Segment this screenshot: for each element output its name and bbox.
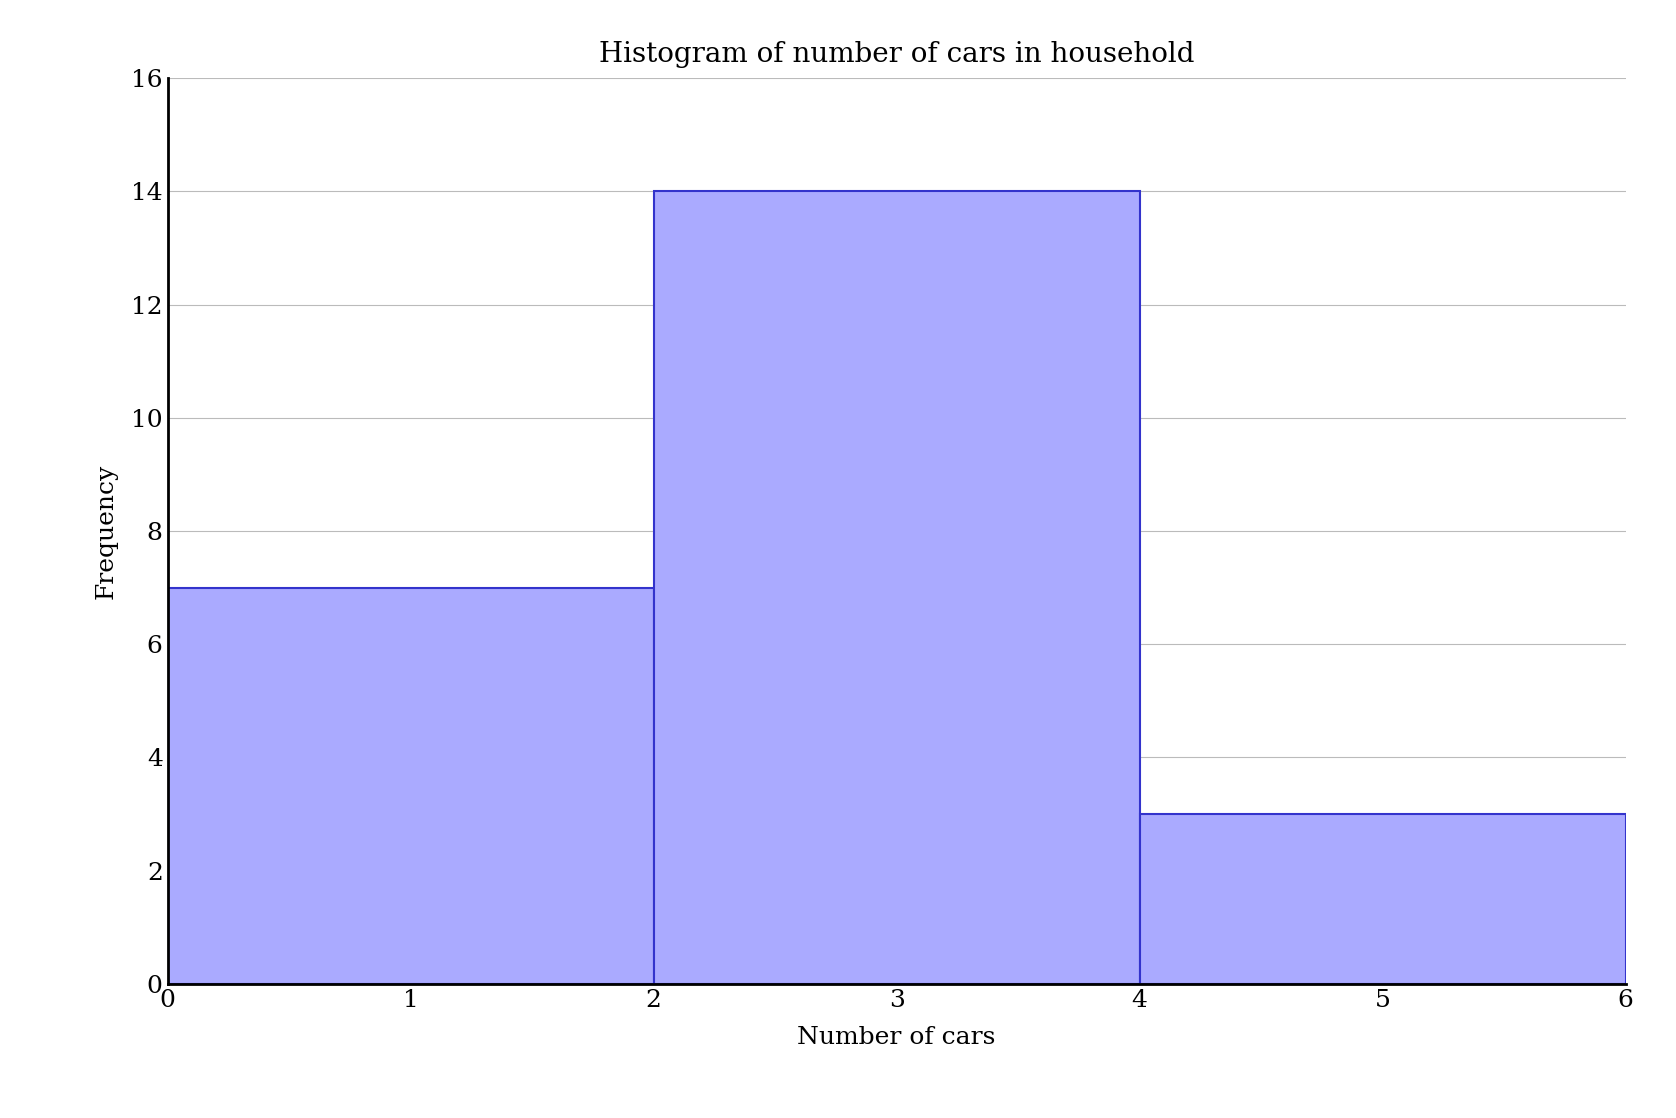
Title: Histogram of number of cars in household: Histogram of number of cars in household bbox=[598, 40, 1195, 67]
X-axis label: Number of cars: Number of cars bbox=[798, 1025, 996, 1049]
Bar bbox=[654, 191, 1140, 984]
Bar bbox=[1140, 814, 1626, 984]
Bar bbox=[168, 588, 654, 984]
Y-axis label: Frequency: Frequency bbox=[94, 464, 117, 598]
